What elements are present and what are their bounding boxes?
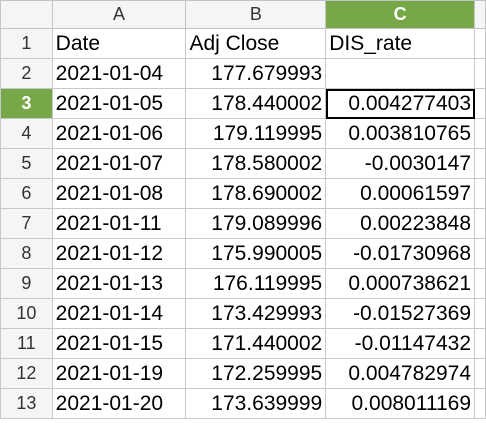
row-header-3[interactable]: 3 bbox=[0, 88, 53, 119]
table-row: 12 2021-01-19 172.259995 0.004782974 bbox=[0, 358, 486, 389]
cell-a2[interactable]: 2021-01-04 bbox=[51, 58, 187, 89]
cell-b10[interactable]: 173.429993 bbox=[185, 298, 327, 329]
cell-a9[interactable]: 2021-01-13 bbox=[51, 268, 187, 299]
cell-d3[interactable] bbox=[474, 88, 486, 119]
cell-d12[interactable] bbox=[474, 358, 486, 389]
row-header-11[interactable]: 11 bbox=[0, 328, 53, 359]
cell-c12[interactable]: 0.004782974 bbox=[325, 358, 476, 389]
cell-c10[interactable]: -0.01527369 bbox=[325, 298, 476, 329]
table-row: 3 2021-01-05 178.440002 0.004277403 bbox=[0, 88, 486, 119]
cell-a4[interactable]: 2021-01-06 bbox=[51, 118, 187, 149]
row-header-2[interactable]: 2 bbox=[0, 58, 53, 89]
cell-b1[interactable]: Adj Close bbox=[185, 28, 327, 59]
cell-a5[interactable]: 2021-01-07 bbox=[51, 148, 187, 179]
cell-c1[interactable]: DIS_rate bbox=[325, 28, 476, 59]
row-header-12[interactable]: 12 bbox=[0, 358, 53, 389]
cell-a1[interactable]: Date bbox=[51, 28, 187, 59]
cell-d2[interactable] bbox=[474, 58, 486, 89]
cell-b2[interactable]: 177.679993 bbox=[185, 58, 327, 89]
cell-c8[interactable]: -0.01730968 bbox=[325, 238, 476, 269]
cell-d6[interactable] bbox=[474, 178, 486, 209]
cell-c11[interactable]: -0.01147432 bbox=[325, 328, 476, 359]
table-row: 11 2021-01-15 171.440002 -0.01147432 bbox=[0, 328, 486, 359]
cell-d1[interactable] bbox=[474, 28, 486, 59]
table-row: 7 2021-01-11 179.089996 0.00223848 bbox=[0, 208, 486, 239]
table-row: 13 2021-01-20 173.639999 0.008011169 bbox=[0, 388, 486, 419]
table-row: 4 2021-01-06 179.119995 0.003810765 bbox=[0, 118, 486, 149]
row-header-10[interactable]: 10 bbox=[0, 298, 53, 329]
column-header-c[interactable]: C bbox=[325, 0, 476, 29]
cell-a7[interactable]: 2021-01-11 bbox=[51, 208, 187, 239]
cell-a12[interactable]: 2021-01-19 bbox=[51, 358, 187, 389]
table-row: 1 Date Adj Close DIS_rate bbox=[0, 28, 486, 59]
cell-d13[interactable] bbox=[474, 388, 486, 419]
row-header-7[interactable]: 7 bbox=[0, 208, 53, 239]
cell-d11[interactable] bbox=[474, 328, 486, 359]
cell-b3[interactable]: 178.440002 bbox=[185, 88, 327, 119]
cell-a3[interactable]: 2021-01-05 bbox=[51, 88, 187, 119]
cell-d9[interactable] bbox=[474, 268, 486, 299]
select-all-corner[interactable] bbox=[0, 0, 53, 29]
table-row: 5 2021-01-07 178.580002 -0.0030147 bbox=[0, 148, 486, 179]
row-header-6[interactable]: 6 bbox=[0, 178, 53, 209]
cell-d5[interactable] bbox=[474, 148, 486, 179]
cell-d8[interactable] bbox=[474, 238, 486, 269]
table-row: 6 2021-01-08 178.690002 0.00061597 bbox=[0, 178, 486, 209]
cell-b9[interactable]: 176.119995 bbox=[185, 268, 327, 299]
selected-cell[interactable]: 0.004277403 bbox=[325, 88, 476, 119]
table-row: 2 2021-01-04 177.679993 bbox=[0, 58, 486, 89]
row-header-5[interactable]: 5 bbox=[0, 148, 53, 179]
cell-a11[interactable]: 2021-01-15 bbox=[51, 328, 187, 359]
cell-a13[interactable]: 2021-01-20 bbox=[51, 388, 187, 419]
cell-a10[interactable]: 2021-01-14 bbox=[51, 298, 187, 329]
cell-b11[interactable]: 171.440002 bbox=[185, 328, 327, 359]
cell-c9[interactable]: 0.000738621 bbox=[325, 268, 476, 299]
cell-d10[interactable] bbox=[474, 298, 486, 329]
table-row: 9 2021-01-13 176.119995 0.000738621 bbox=[0, 268, 486, 299]
column-header-b[interactable]: B bbox=[185, 0, 327, 29]
row-header-9[interactable]: 9 bbox=[0, 268, 53, 299]
cell-b13[interactable]: 173.639999 bbox=[185, 388, 327, 419]
cell-d4[interactable] bbox=[474, 118, 486, 149]
table-row: 10 2021-01-14 173.429993 -0.01527369 bbox=[0, 298, 486, 329]
cell-c7[interactable]: 0.00223848 bbox=[325, 208, 476, 239]
cell-b5[interactable]: 178.580002 bbox=[185, 148, 327, 179]
column-header-next[interactable] bbox=[474, 0, 486, 29]
column-header-a[interactable]: A bbox=[51, 0, 187, 29]
row-header-13[interactable]: 13 bbox=[0, 388, 53, 419]
cell-b8[interactable]: 175.990005 bbox=[185, 238, 327, 269]
cell-c2[interactable] bbox=[325, 58, 476, 89]
cell-c13[interactable]: 0.008011169 bbox=[325, 388, 476, 419]
cell-c5[interactable]: -0.0030147 bbox=[325, 148, 476, 179]
cell-b12[interactable]: 172.259995 bbox=[185, 358, 327, 389]
cell-a8[interactable]: 2021-01-12 bbox=[51, 238, 187, 269]
row-header-1[interactable]: 1 bbox=[0, 28, 53, 59]
cell-b6[interactable]: 178.690002 bbox=[185, 178, 327, 209]
row-header-4[interactable]: 4 bbox=[0, 118, 53, 149]
cell-b4[interactable]: 179.119995 bbox=[185, 118, 327, 149]
cell-c4[interactable]: 0.003810765 bbox=[325, 118, 476, 149]
cell-d7[interactable] bbox=[474, 208, 486, 239]
cell-a6[interactable]: 2021-01-08 bbox=[51, 178, 187, 209]
cell-b7[interactable]: 179.089996 bbox=[185, 208, 327, 239]
row-header-8[interactable]: 8 bbox=[0, 238, 53, 269]
table-row: 8 2021-01-12 175.990005 -0.01730968 bbox=[0, 238, 486, 269]
cell-c6[interactable]: 0.00061597 bbox=[325, 178, 476, 209]
